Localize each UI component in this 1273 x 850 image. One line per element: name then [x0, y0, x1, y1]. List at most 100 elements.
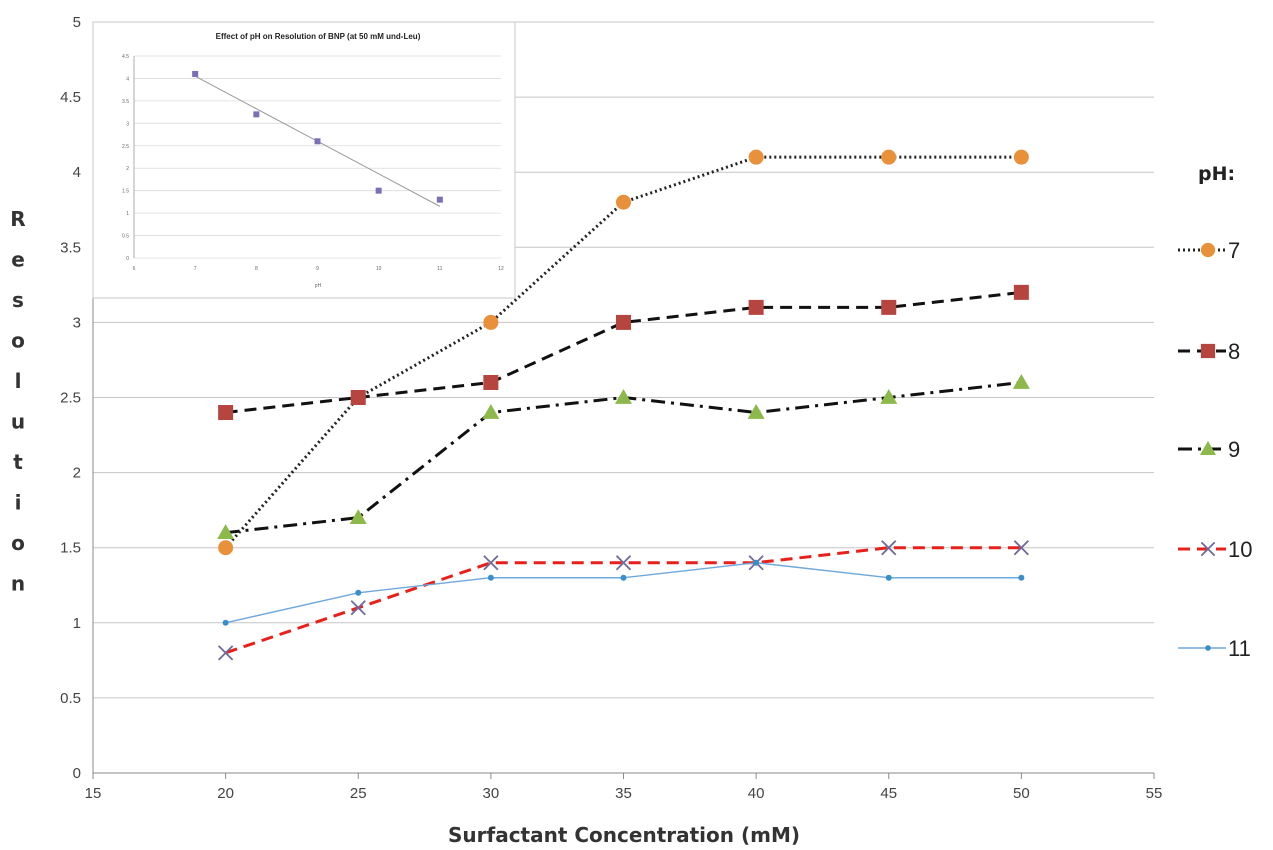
legend-label: 9 [1228, 437, 1240, 462]
inset-chart: Effect of pH on Resolution of BNP (at 50… [93, 22, 515, 298]
inset-x-tick-label: 6 [133, 266, 136, 272]
y-tick-label: 0.5 [60, 690, 81, 707]
y-tick-label: 5 [73, 14, 81, 31]
y-tick-label: 4 [73, 164, 81, 181]
legend-label: 8 [1228, 339, 1240, 364]
y-tick-label: 1.5 [60, 540, 81, 557]
series-11 [223, 560, 1025, 626]
x-tick-label: 25 [350, 785, 367, 802]
series-11-point [621, 575, 627, 581]
y-axis-title-letter: l [15, 369, 22, 393]
inset-point [437, 197, 443, 203]
y-axis-title-letter: o [11, 531, 25, 555]
inset-point [192, 71, 198, 77]
inset-x-tick-label: 8 [255, 266, 258, 272]
y-axis-title-letter: R [10, 207, 25, 231]
series-11-point [355, 590, 361, 596]
x-tick-label: 45 [880, 785, 897, 802]
inset-x-title: pH [315, 283, 322, 289]
series-7-point [1014, 150, 1029, 165]
inset-y-tick-label: 4 [126, 76, 129, 82]
series-8-point [881, 300, 896, 315]
legend-swatch-marker [1205, 645, 1211, 651]
x-tick-label: 55 [1146, 785, 1163, 802]
x-axis-title: Surfactant Concentration (mM) [448, 823, 800, 847]
inset-x-tick-label: 10 [376, 266, 382, 272]
inset-background [93, 22, 515, 298]
y-tick-label: 0 [73, 765, 81, 782]
legend-item-10: 10 [1178, 537, 1252, 562]
series-7-point [616, 195, 631, 210]
inset-y-tick-label: 4.5 [122, 54, 129, 60]
y-tick-label: 2 [73, 465, 81, 482]
y-tick-label: 1 [73, 615, 81, 632]
legend-title: pH: [1198, 163, 1235, 185]
legend-label: 7 [1228, 238, 1240, 263]
inset-y-tick-label: 1.5 [122, 189, 129, 195]
inset-y-tick-label: 0.5 [122, 234, 129, 240]
inset-y-tick-label: 3.5 [122, 99, 129, 105]
series-7-point [483, 315, 498, 330]
inset-x-tick-label: 7 [194, 266, 197, 272]
series-8-point [218, 405, 233, 420]
y-tick-label: 2.5 [60, 390, 81, 407]
legend: pH: 7 8 9 10 11 [1178, 163, 1252, 661]
inset-point [376, 188, 382, 194]
y-axis-title-letter: s [12, 288, 24, 312]
series-8-point [351, 390, 366, 405]
series-11-point [886, 575, 892, 581]
x-tick-label: 50 [1013, 785, 1030, 802]
x-tick-label: 40 [748, 785, 765, 802]
series-10-point [351, 601, 365, 615]
x-tick-label: 35 [615, 785, 632, 802]
legend-item-7: 7 [1178, 238, 1240, 263]
series-7-point [749, 150, 764, 165]
series-7-point [881, 150, 896, 165]
inset-point [315, 138, 321, 144]
series-9-line [226, 382, 1022, 532]
y-axis-title-letter: e [11, 248, 25, 272]
inset-y-tick-label: 0 [126, 256, 129, 262]
series-9-point [615, 389, 632, 404]
series-9-point [482, 404, 499, 419]
legend-item-8: 8 [1178, 339, 1240, 364]
series-9-point [350, 509, 367, 524]
y-axis-title-letter: i [15, 491, 22, 515]
inset-title: Effect of pH on Resolution of BNP (at 50… [216, 32, 421, 41]
legend-label: 11 [1228, 636, 1251, 661]
inset-point [253, 111, 259, 117]
y-tick-label: 4.5 [60, 89, 81, 106]
y-axis-title-letter: n [11, 572, 25, 596]
series-8-point [1014, 285, 1029, 300]
y-tick-label: 3.5 [60, 239, 81, 256]
series-11-point [1018, 575, 1024, 581]
legend-swatch-marker [1201, 243, 1215, 257]
legend-item-11: 11 [1178, 636, 1251, 661]
inset-y-tick-label: 1 [126, 211, 129, 217]
inset-y-tick-label: 3 [126, 121, 129, 127]
series-11-point [753, 560, 759, 566]
series-11-point [488, 575, 494, 581]
series-8-point [616, 315, 631, 330]
x-tick-label: 30 [483, 785, 500, 802]
y-axis-title: Resolution [10, 207, 25, 596]
y-axis-title-letter: o [11, 329, 25, 353]
legend-swatch-marker [1201, 344, 1215, 358]
inset-y-tick-label: 2 [126, 166, 129, 172]
legend-label: 10 [1228, 537, 1252, 562]
series-7-point [218, 540, 233, 555]
y-axis-title-letter: u [11, 410, 25, 434]
inset-x-tick-label: 9 [316, 266, 319, 272]
x-tick-label: 20 [217, 785, 234, 802]
inset-x-tick-label: 11 [437, 266, 442, 272]
legend-item-9: 9 [1178, 437, 1240, 462]
y-tick-label: 3 [73, 314, 81, 331]
series-8-point [483, 375, 498, 390]
series-10 [219, 541, 1029, 660]
series-8-point [749, 300, 764, 315]
series-9-point [1013, 374, 1030, 389]
series-11-point [223, 620, 229, 626]
inset-x-tick-label: 12 [498, 266, 504, 272]
y-axis-title-letter: t [13, 450, 23, 474]
